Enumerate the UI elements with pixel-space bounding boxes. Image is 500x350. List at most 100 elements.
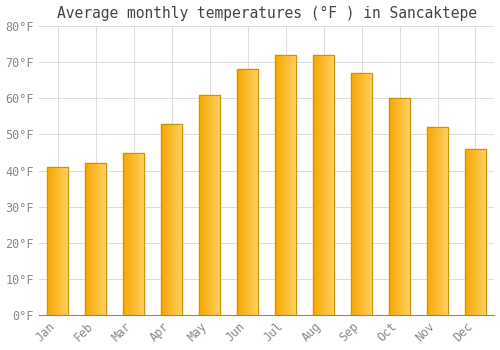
Bar: [326, 55, 327, 315]
Bar: [256, 69, 258, 315]
Bar: [443, 127, 444, 315]
Bar: [90, 163, 91, 315]
Bar: [482, 149, 483, 315]
Bar: [282, 55, 283, 315]
Bar: [313, 55, 334, 315]
Bar: [129, 153, 130, 315]
Bar: [318, 55, 320, 315]
Bar: [329, 55, 330, 315]
Bar: [332, 55, 334, 315]
Bar: [48, 167, 68, 315]
Bar: [93, 163, 94, 315]
Bar: [142, 153, 143, 315]
Bar: [358, 73, 359, 315]
Bar: [352, 73, 354, 315]
Bar: [368, 73, 370, 315]
Bar: [286, 55, 287, 315]
Bar: [51, 167, 52, 315]
Bar: [361, 73, 362, 315]
Bar: [214, 94, 216, 315]
Bar: [244, 69, 245, 315]
Bar: [162, 124, 163, 315]
Bar: [254, 69, 256, 315]
Bar: [100, 163, 102, 315]
Bar: [360, 73, 361, 315]
Bar: [398, 98, 399, 315]
Bar: [141, 153, 142, 315]
Bar: [124, 153, 144, 315]
Bar: [294, 55, 296, 315]
Bar: [178, 124, 180, 315]
Bar: [365, 73, 366, 315]
Bar: [404, 98, 405, 315]
Bar: [211, 94, 212, 315]
Bar: [399, 98, 400, 315]
Bar: [394, 98, 396, 315]
Bar: [359, 73, 360, 315]
Bar: [363, 73, 364, 315]
Bar: [445, 127, 446, 315]
Bar: [243, 69, 244, 315]
Bar: [94, 163, 95, 315]
Bar: [483, 149, 484, 315]
Bar: [208, 94, 209, 315]
Bar: [467, 149, 468, 315]
Bar: [434, 127, 435, 315]
Bar: [204, 94, 205, 315]
Bar: [212, 94, 214, 315]
Bar: [65, 167, 66, 315]
Bar: [245, 69, 246, 315]
Bar: [351, 73, 352, 315]
Bar: [408, 98, 410, 315]
Bar: [291, 55, 292, 315]
Bar: [238, 69, 240, 315]
Bar: [165, 124, 166, 315]
Bar: [132, 153, 133, 315]
Bar: [131, 153, 132, 315]
Bar: [86, 163, 87, 315]
Bar: [427, 127, 448, 315]
Bar: [447, 127, 448, 315]
Bar: [176, 124, 178, 315]
Bar: [53, 167, 54, 315]
Bar: [249, 69, 250, 315]
Bar: [49, 167, 50, 315]
Bar: [434, 127, 436, 315]
Bar: [472, 149, 474, 315]
Bar: [429, 127, 430, 315]
Bar: [133, 153, 134, 315]
Bar: [400, 98, 401, 315]
Bar: [64, 167, 65, 315]
Bar: [351, 73, 372, 315]
Bar: [104, 163, 105, 315]
Bar: [246, 69, 247, 315]
Bar: [407, 98, 408, 315]
Bar: [287, 55, 288, 315]
Bar: [353, 73, 354, 315]
Bar: [366, 73, 367, 315]
Bar: [442, 127, 443, 315]
Bar: [92, 163, 93, 315]
Bar: [480, 149, 481, 315]
Bar: [50, 167, 51, 315]
Bar: [389, 98, 390, 315]
Bar: [444, 127, 445, 315]
Bar: [62, 167, 63, 315]
Bar: [96, 163, 98, 315]
Bar: [138, 153, 140, 315]
Bar: [430, 127, 432, 315]
Bar: [318, 55, 319, 315]
Bar: [362, 73, 363, 315]
Bar: [476, 149, 477, 315]
Bar: [167, 124, 168, 315]
Bar: [143, 153, 144, 315]
Bar: [252, 69, 254, 315]
Bar: [477, 149, 478, 315]
Bar: [466, 149, 467, 315]
Bar: [389, 98, 410, 315]
Bar: [314, 55, 316, 315]
Bar: [431, 127, 432, 315]
Bar: [140, 153, 141, 315]
Bar: [397, 98, 398, 315]
Bar: [103, 163, 104, 315]
